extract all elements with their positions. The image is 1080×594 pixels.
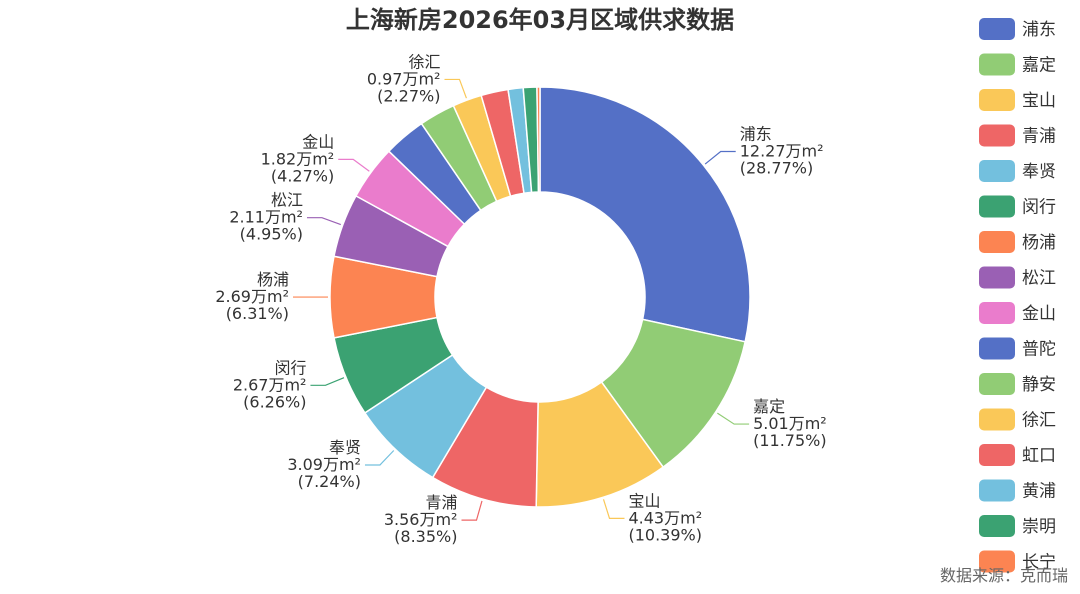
data-source-note: 数据来源：克而瑞 — [939, 566, 1068, 585]
legend-item-15[interactable]: 长宁 — [979, 550, 1056, 573]
slice-label-8-line-1: 1.82万m² — [261, 149, 335, 168]
slice-label-1-line-1: 5.01万m² — [753, 414, 827, 433]
slice-label-1-line-2: (11.75%) — [753, 431, 827, 450]
legend-swatch-11 — [979, 408, 1015, 431]
legend-item-14[interactable]: 崇明 — [979, 515, 1056, 537]
legend-item-1[interactable]: 嘉定 — [979, 53, 1056, 76]
legend-swatch-13 — [979, 479, 1015, 502]
legend-label-11: 徐汇 — [1022, 411, 1056, 431]
slice-label-4-line-2: (7.24%) — [298, 472, 361, 491]
legend-swatch-1 — [979, 53, 1015, 76]
legend-item-6[interactable]: 杨浦 — [979, 231, 1056, 253]
slice-label-5-line-1: 2.67万m² — [233, 375, 307, 394]
legend-item-7[interactable]: 松江 — [979, 266, 1056, 289]
label-line-3 — [461, 500, 483, 521]
slice-label-11-line-0: 徐汇 — [408, 52, 440, 71]
label-line-11 — [444, 78, 467, 99]
legend-swatch-4 — [979, 160, 1015, 182]
legend-swatch-3 — [979, 124, 1015, 147]
slice-label-5-line-2: (6.26%) — [243, 392, 306, 411]
legend-item-13[interactable]: 黄浦 — [979, 479, 1056, 502]
slice-label-11-line-2: (2.27%) — [377, 86, 440, 105]
legend-item-5[interactable]: 闵行 — [979, 195, 1056, 218]
legend-swatch-6 — [979, 231, 1015, 253]
legend-label-7: 松江 — [1022, 269, 1056, 289]
legend-label-13: 黄浦 — [1022, 482, 1056, 502]
legend-item-4[interactable]: 奉贤 — [979, 160, 1056, 182]
slice-label-7-line-1: 2.11万m² — [229, 208, 303, 227]
legend-label-0: 浦东 — [1022, 20, 1056, 40]
slice-label-3-line-1: 3.56万m² — [384, 510, 458, 529]
label-line-2 — [602, 499, 625, 519]
pie-slices — [329, 86, 751, 508]
label-line-5 — [310, 377, 345, 386]
slice-label-8-line-0: 金山 — [302, 132, 334, 151]
slice-label-11-line-1: 0.97万m² — [367, 69, 441, 88]
legend-swatch-7 — [979, 266, 1015, 289]
pie-slice-15[interactable] — [536, 86, 541, 193]
slice-label-0-line-2: (28.77%) — [740, 159, 814, 178]
slice-label-0-line-0: 浦东 — [740, 125, 772, 144]
label-line-1 — [717, 412, 750, 425]
legend-swatch-9 — [979, 337, 1015, 360]
legend-item-10[interactable]: 静安 — [979, 373, 1056, 395]
slice-label-6-line-2: (6.31%) — [226, 304, 289, 323]
legend-swatch-8 — [979, 302, 1015, 324]
slice-label-3-line-2: (8.35%) — [394, 527, 457, 546]
legend-item-0[interactable]: 浦东 — [979, 18, 1056, 40]
label-line-0 — [704, 150, 736, 165]
legend-swatch-5 — [979, 195, 1015, 218]
legend-item-3[interactable]: 青浦 — [979, 124, 1056, 147]
slice-label-7-line-0: 松江 — [271, 191, 303, 210]
legend-label-4: 奉贤 — [1022, 162, 1056, 182]
legend-swatch-12 — [979, 444, 1015, 466]
legend-swatch-0 — [979, 18, 1015, 40]
legend-label-8: 金山 — [1022, 304, 1056, 324]
label-line-4 — [364, 450, 395, 466]
slice-label-8-line-2: (4.27%) — [271, 166, 334, 185]
legend-swatch-14 — [979, 515, 1015, 537]
legend-item-9[interactable]: 普陀 — [979, 337, 1056, 360]
slice-label-2-line-1: 4.43万m² — [628, 508, 702, 527]
legend-label-5: 闵行 — [1022, 198, 1056, 218]
slice-label-5-line-0: 闵行 — [274, 358, 306, 377]
slice-label-4-line-0: 奉贤 — [329, 438, 361, 457]
legend-swatch-15 — [979, 550, 1015, 573]
legend-item-11[interactable]: 徐汇 — [979, 408, 1056, 431]
legend-label-15: 长宁 — [1022, 553, 1056, 573]
legend-label-14: 崇明 — [1022, 517, 1056, 537]
slice-label-2-line-2: (10.39%) — [628, 525, 702, 544]
legend-label-9: 普陀 — [1022, 340, 1056, 360]
slice-label-6-line-1: 2.69万m² — [215, 287, 289, 306]
chart-title: 上海新房2026年03月区域供求数据 — [346, 6, 734, 34]
legend-item-12[interactable]: 虹口 — [979, 444, 1056, 466]
label-line-7 — [306, 217, 341, 226]
legend-swatch-2 — [979, 89, 1015, 111]
legend-label-6: 杨浦 — [1022, 233, 1056, 253]
legend-item-2[interactable]: 宝山 — [979, 89, 1056, 111]
pie-slice-0[interactable] — [539, 86, 751, 343]
legend-label-3: 青浦 — [1022, 127, 1056, 147]
slice-label-7-line-2: (4.95%) — [240, 225, 303, 244]
label-line-8 — [338, 158, 370, 172]
legend-swatch-10 — [979, 373, 1015, 395]
legend-label-1: 嘉定 — [1022, 56, 1056, 76]
slice-label-0-line-1: 12.27万m² — [740, 142, 824, 161]
legend-item-8[interactable]: 金山 — [979, 302, 1056, 324]
slice-label-1-line-0: 嘉定 — [753, 397, 785, 416]
slice-label-3-line-0: 青浦 — [425, 493, 457, 512]
slice-label-2-line-0: 宝山 — [628, 491, 660, 510]
legend-label-12: 虹口 — [1022, 446, 1056, 466]
slice-label-6-line-0: 杨浦 — [257, 270, 289, 289]
slice-label-4-line-1: 3.09万m² — [287, 455, 361, 474]
legend-label-2: 宝山 — [1022, 91, 1056, 111]
legend-label-10: 静安 — [1022, 375, 1056, 395]
